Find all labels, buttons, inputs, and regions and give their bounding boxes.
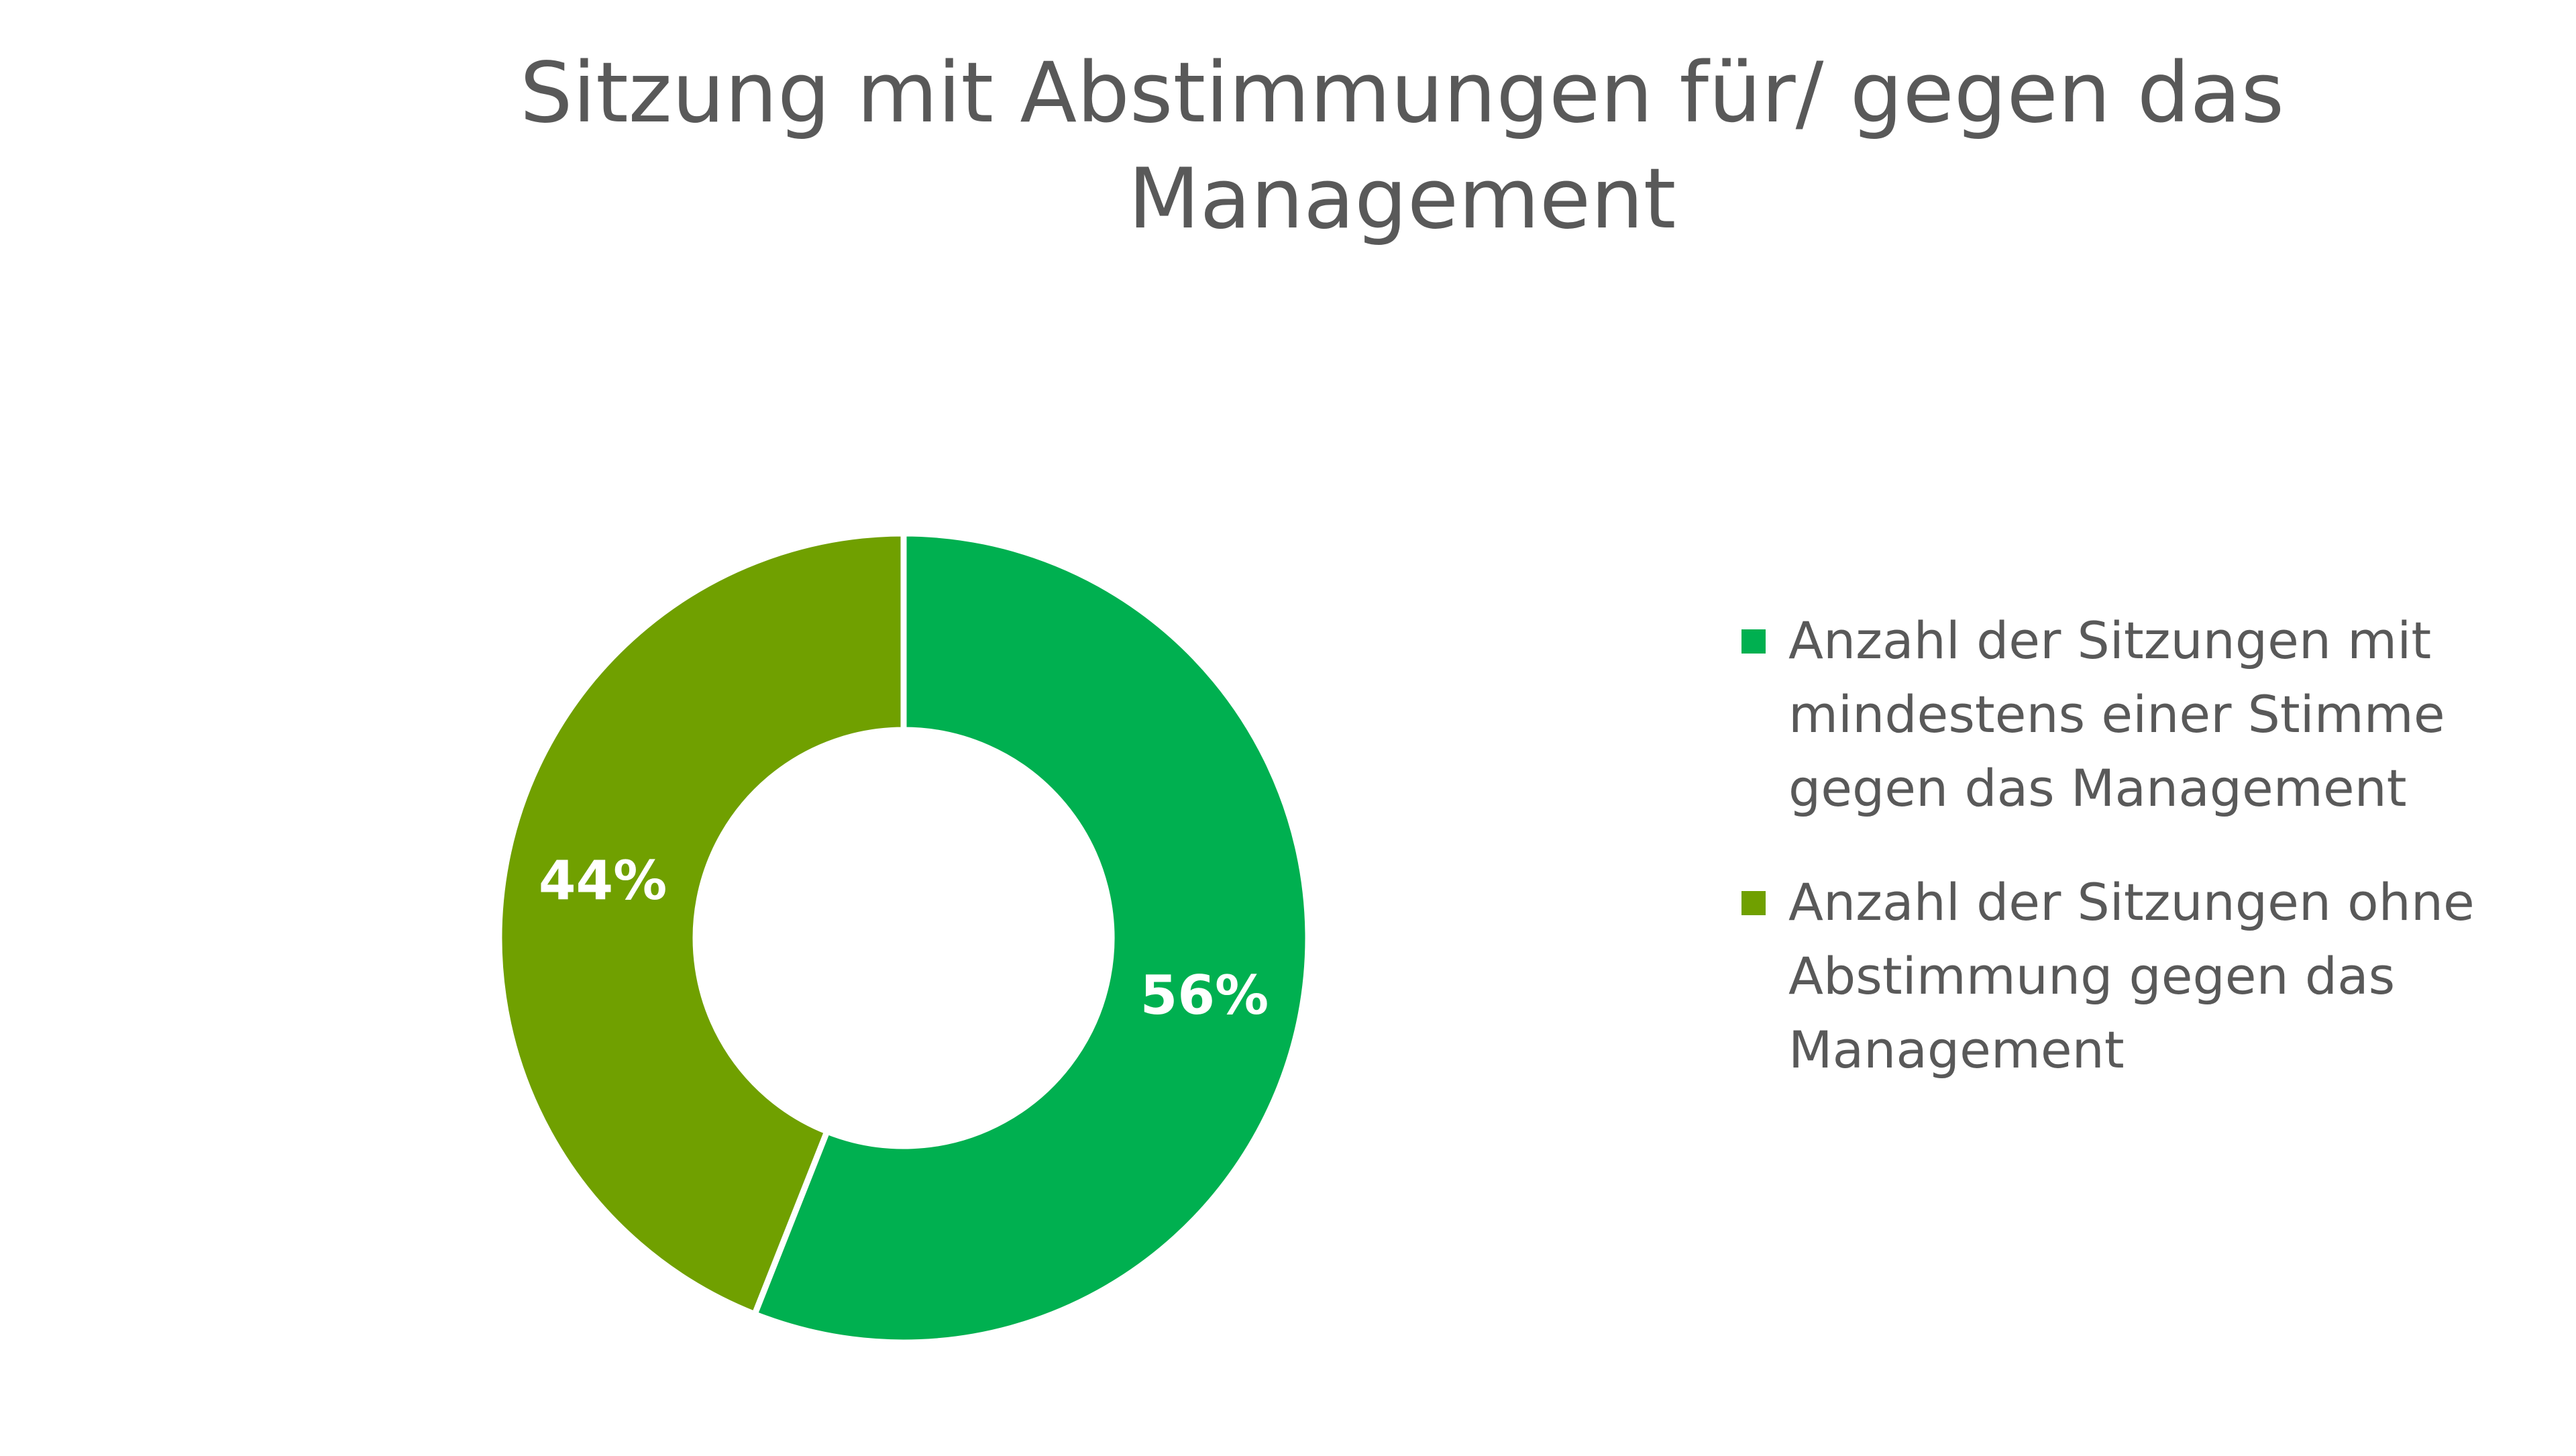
legend-swatch-with-vote-against: [1741, 629, 1766, 654]
legend-item-with-vote-against[interactable]: Anzahl der Sitzungen mit mindestens eine…: [1741, 604, 2573, 825]
chart-title: Sitzung mit Abstimmungen für/ gegen das …: [0, 40, 2576, 252]
chart-title-line-2: Management: [1128, 151, 1676, 248]
legend-label-line: Abstimmung gegen das: [1788, 946, 2396, 1006]
legend-label-line: Anzahl der Sitzungen mit: [1788, 611, 2432, 670]
data-label-2: 44%: [539, 849, 667, 912]
data-label-1: 56%: [1140, 964, 1269, 1027]
legend-label-line: Management: [1788, 1020, 2125, 1080]
chart-title-line-1: Sitzung mit Abstimmungen für/ gegen das: [519, 45, 2285, 142]
legend-label-line: mindestens einer Stimme: [1788, 684, 2445, 744]
legend-item-without-vote-against[interactable]: Anzahl der Sitzungen ohne Abstimmung geg…: [1741, 866, 2573, 1087]
legend-swatch-without-vote-against: [1741, 891, 1766, 915]
donut-slices: [496, 530, 1311, 1346]
legend-label-line: Anzahl der Sitzungen ohne: [1788, 872, 2475, 932]
donut-labels: 56% 44%: [539, 849, 1269, 1027]
donut-slice-2[interactable]: [496, 530, 907, 1318]
legend: Anzahl der Sitzungen mit mindestens eine…: [1741, 604, 2573, 1127]
legend-label-line: gegen das Management: [1788, 758, 2407, 818]
donut-slice-1[interactable]: [751, 530, 1311, 1346]
